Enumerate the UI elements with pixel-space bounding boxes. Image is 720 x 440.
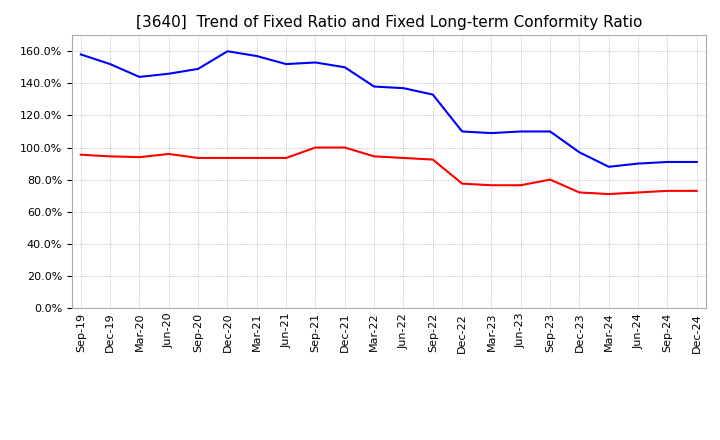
Fixed Long-term Conformity Ratio (311, 145, 320, 150)
Fixed Ratio (164, 71, 173, 77)
Fixed Long-term Conformity Ratio (341, 145, 349, 150)
Fixed Ratio (428, 92, 437, 97)
Fixed Ratio (194, 66, 202, 72)
Fixed Ratio (516, 129, 525, 134)
Fixed Ratio (135, 74, 144, 80)
Fixed Long-term Conformity Ratio (605, 191, 613, 197)
Fixed Long-term Conformity Ratio (487, 183, 496, 188)
Fixed Long-term Conformity Ratio (253, 155, 261, 161)
Title: [3640]  Trend of Fixed Ratio and Fixed Long-term Conformity Ratio: [3640] Trend of Fixed Ratio and Fixed Lo… (135, 15, 642, 30)
Fixed Ratio (106, 62, 114, 67)
Fixed Long-term Conformity Ratio (399, 155, 408, 161)
Fixed Long-term Conformity Ratio (575, 190, 584, 195)
Fixed Ratio (546, 129, 554, 134)
Fixed Ratio (76, 52, 85, 57)
Line: Fixed Long-term Conformity Ratio: Fixed Long-term Conformity Ratio (81, 147, 697, 194)
Fixed Ratio (253, 53, 261, 59)
Fixed Long-term Conformity Ratio (663, 188, 672, 194)
Line: Fixed Ratio: Fixed Ratio (81, 51, 697, 167)
Fixed Long-term Conformity Ratio (282, 155, 290, 161)
Fixed Ratio (282, 62, 290, 67)
Fixed Ratio (370, 84, 379, 89)
Fixed Long-term Conformity Ratio (164, 151, 173, 157)
Fixed Ratio (693, 159, 701, 165)
Fixed Ratio (634, 161, 642, 166)
Fixed Ratio (605, 164, 613, 169)
Fixed Ratio (223, 48, 232, 54)
Fixed Ratio (487, 130, 496, 136)
Fixed Ratio (399, 85, 408, 91)
Fixed Long-term Conformity Ratio (135, 154, 144, 160)
Fixed Long-term Conformity Ratio (634, 190, 642, 195)
Fixed Ratio (575, 150, 584, 155)
Fixed Long-term Conformity Ratio (106, 154, 114, 159)
Fixed Long-term Conformity Ratio (370, 154, 379, 159)
Fixed Long-term Conformity Ratio (428, 157, 437, 162)
Fixed Ratio (341, 65, 349, 70)
Fixed Long-term Conformity Ratio (223, 155, 232, 161)
Fixed Ratio (663, 159, 672, 165)
Fixed Ratio (311, 60, 320, 65)
Fixed Long-term Conformity Ratio (546, 177, 554, 182)
Fixed Long-term Conformity Ratio (458, 181, 467, 186)
Fixed Long-term Conformity Ratio (516, 183, 525, 188)
Fixed Long-term Conformity Ratio (194, 155, 202, 161)
Fixed Ratio (458, 129, 467, 134)
Fixed Long-term Conformity Ratio (693, 188, 701, 194)
Fixed Long-term Conformity Ratio (76, 152, 85, 158)
